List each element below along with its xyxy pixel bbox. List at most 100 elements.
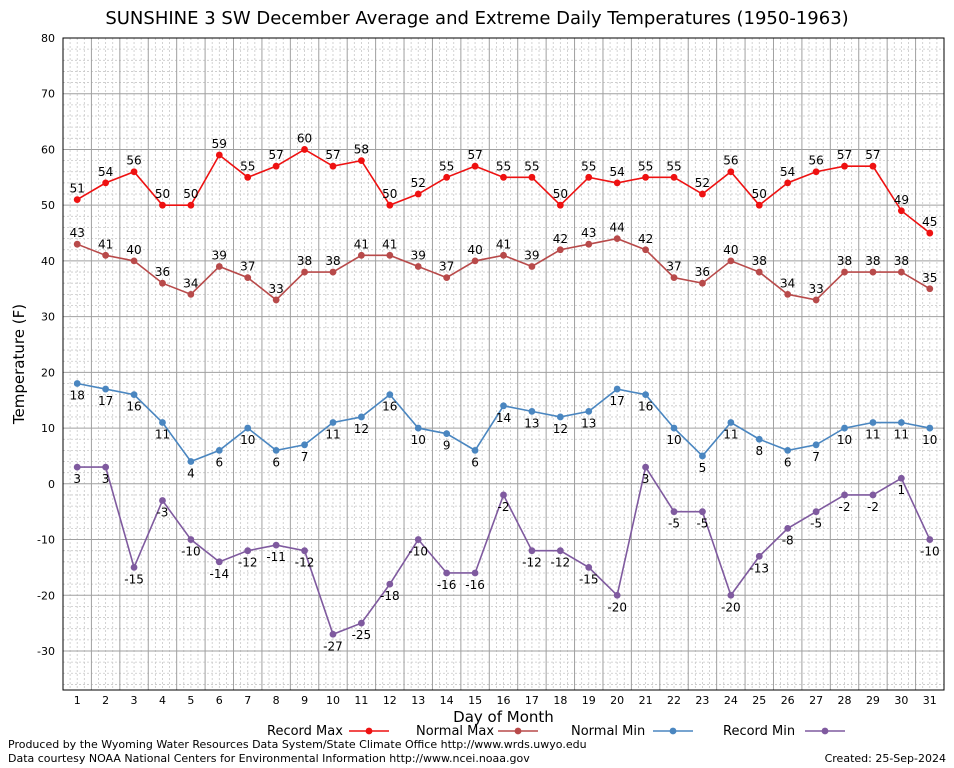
data-point <box>329 419 337 426</box>
data-point <box>159 497 166 504</box>
data-label: -11 <box>266 550 286 564</box>
data-point <box>130 391 138 399</box>
x-tick-label: 11 <box>354 694 368 707</box>
data-point <box>73 380 81 387</box>
legend-label: Record Max <box>267 724 343 739</box>
data-point <box>556 547 564 555</box>
data-label: 50 <box>183 187 198 201</box>
data-point <box>727 591 735 599</box>
data-point <box>699 190 706 198</box>
data-point <box>699 279 706 287</box>
x-tick-label: 23 <box>695 694 709 707</box>
data-label: -12 <box>522 556 542 570</box>
data-point <box>187 458 195 465</box>
y-tick-label: 60 <box>41 143 55 156</box>
data-point <box>841 424 848 432</box>
data-point <box>897 207 905 215</box>
data-label: 16 <box>126 400 141 414</box>
data-label: 57 <box>325 148 340 162</box>
data-point <box>670 508 678 516</box>
data-label: -10 <box>408 545 428 559</box>
data-point <box>642 463 649 471</box>
x-tick-label: 18 <box>553 694 567 707</box>
data-point <box>585 173 593 181</box>
data-label: 6 <box>784 455 792 469</box>
data-label: 3 <box>642 472 650 486</box>
data-label: 55 <box>638 159 653 173</box>
data-point <box>500 251 507 259</box>
data-point <box>528 407 536 415</box>
data-point <box>869 419 877 426</box>
data-label: -20 <box>607 600 627 614</box>
x-tick-label: 21 <box>639 694 653 707</box>
x-tick-label: 26 <box>781 694 795 707</box>
data-point <box>471 446 479 454</box>
data-label: 3 <box>102 472 110 486</box>
data-point <box>215 558 223 566</box>
chart-title: SUNSHINE 3 SW December Average and Extre… <box>105 8 849 29</box>
data-label: 38 <box>837 254 852 268</box>
x-tick-label: 2 <box>102 694 109 707</box>
data-label: -12 <box>295 556 315 570</box>
x-tick-label: 19 <box>582 694 596 707</box>
data-label: 57 <box>467 148 482 162</box>
data-label: 57 <box>269 148 284 162</box>
legend-swatch-marker <box>365 727 373 735</box>
data-point <box>272 162 280 170</box>
data-point <box>73 463 81 471</box>
data-point <box>130 564 138 571</box>
data-point <box>329 630 337 638</box>
data-point <box>841 268 848 276</box>
data-label: 43 <box>581 226 596 240</box>
data-label: 40 <box>126 243 141 257</box>
data-label: 56 <box>126 154 141 168</box>
data-point <box>869 162 877 170</box>
x-tick-label: 17 <box>525 694 539 707</box>
data-label: 37 <box>439 260 454 274</box>
data-label: 7 <box>812 450 820 464</box>
data-label: 11 <box>723 428 738 442</box>
x-tick-label: 20 <box>610 694 624 707</box>
data-label: -10 <box>920 545 940 559</box>
data-label: 38 <box>325 254 340 268</box>
data-point <box>272 541 280 549</box>
data-label: 50 <box>553 187 568 201</box>
data-label: -18 <box>380 589 400 603</box>
data-point <box>358 413 365 421</box>
data-label: -8 <box>782 533 794 547</box>
data-label: -16 <box>437 578 457 592</box>
data-label: -5 <box>668 517 680 531</box>
data-label: 55 <box>666 159 681 173</box>
y-tick-label: 20 <box>41 366 55 379</box>
data-point <box>812 168 820 176</box>
data-point <box>102 385 110 393</box>
data-point <box>358 251 365 259</box>
data-label: 50 <box>752 187 767 201</box>
data-label: 55 <box>439 159 454 173</box>
data-label: 38 <box>752 254 767 268</box>
data-point <box>215 446 223 454</box>
data-label: 41 <box>382 237 397 251</box>
data-label: -15 <box>124 572 144 586</box>
data-point <box>869 268 877 276</box>
data-point <box>784 179 792 187</box>
y-tick-label: -20 <box>37 589 55 602</box>
data-label: -27 <box>323 639 343 653</box>
x-tick-label: 27 <box>809 694 823 707</box>
y-tick-label: -30 <box>37 645 55 658</box>
data-point <box>358 619 365 627</box>
credit-producer: Produced by the Wyoming Water Resources … <box>8 738 587 751</box>
data-point <box>812 508 820 516</box>
data-point <box>556 413 564 421</box>
data-point <box>73 240 81 248</box>
data-label: 11 <box>155 428 170 442</box>
data-point <box>386 251 394 259</box>
data-label: 39 <box>411 248 426 262</box>
data-point <box>159 201 166 209</box>
data-label: -12 <box>551 556 571 570</box>
data-label: 9 <box>443 439 451 453</box>
data-point <box>500 402 507 410</box>
data-label: 42 <box>638 232 653 246</box>
data-point <box>926 285 934 293</box>
data-label: 35 <box>922 271 937 285</box>
